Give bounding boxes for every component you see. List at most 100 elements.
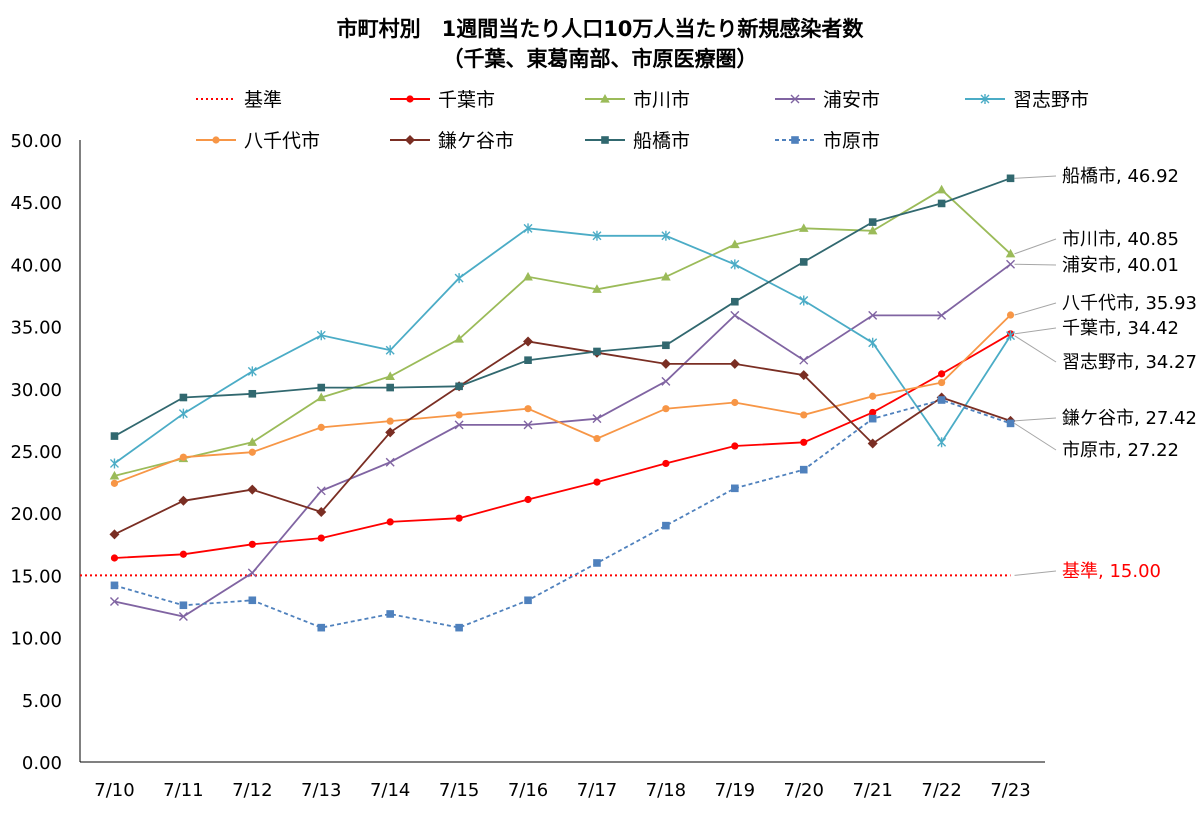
data-point-star: [454, 273, 464, 284]
data-point-square: [662, 341, 670, 350]
data-point-square: [937, 199, 946, 208]
data-point-diamond: [798, 370, 809, 381]
x-tick-label: 7/21: [852, 780, 892, 801]
x-tick-label: 7/23: [990, 780, 1030, 801]
data-point-x: [1006, 259, 1016, 269]
data-point-diamond: [247, 484, 258, 495]
data-point-x: [247, 568, 257, 578]
data-point-diamond: [867, 438, 878, 449]
end-label: 船橋市, 46.92: [1062, 166, 1179, 187]
data-point-diamond: [178, 495, 189, 506]
data-point-star: [316, 330, 326, 341]
x-tick-label: 7/14: [370, 780, 410, 801]
series-8: [110, 174, 1015, 440]
data-point-square: [593, 559, 601, 567]
data-point-x: [661, 376, 671, 386]
data-point-square: [317, 623, 326, 632]
x-tick-label: 7/10: [94, 780, 134, 801]
data-point-diamond: [660, 358, 671, 369]
data-point-x: [454, 420, 464, 430]
data-point-square: [110, 581, 119, 590]
data-point-circle: [110, 554, 119, 562]
y-tick-label: 30.00: [10, 380, 62, 401]
legend-label: 市川市: [633, 89, 690, 111]
data-point-circle: [593, 434, 601, 443]
data-point-star: [523, 223, 533, 234]
data-point-circle: [317, 534, 325, 542]
data-point-star: [799, 295, 809, 306]
legend-label: 浦安市: [823, 89, 880, 111]
data-point-square: [1006, 419, 1015, 428]
y-tick-label: 20.00: [10, 504, 62, 525]
data-point-triangle: [1005, 248, 1016, 258]
data-point-square: [455, 382, 463, 391]
data-point-x: [868, 310, 878, 320]
data-point-triangle: [936, 184, 947, 194]
leader-line: [1014, 570, 1057, 576]
data-point-triangle: [798, 223, 809, 232]
data-point-square: [317, 383, 326, 392]
data-point-circle: [731, 398, 739, 407]
data-point-square: [937, 396, 946, 404]
legend-item: 船橋市: [585, 130, 690, 152]
data-point-star: [385, 345, 395, 356]
data-point-diamond: [405, 135, 415, 145]
data-point-x: [178, 611, 188, 621]
data-point-x: [730, 310, 740, 320]
data-point-square: [731, 484, 739, 493]
leader-line: [1014, 302, 1057, 316]
end-label: 市川市, 40.85: [1062, 229, 1179, 250]
x-tick-label: 7/13: [301, 780, 341, 801]
x-tick-label: 7/22: [921, 780, 961, 801]
leader-line: [1014, 417, 1057, 422]
data-point-star: [247, 366, 257, 377]
data-point-circle: [800, 438, 808, 446]
data-point-circle: [386, 417, 394, 425]
series-line: [114, 340, 1011, 536]
data-point-star: [592, 230, 602, 241]
data-point-circle: [662, 459, 670, 468]
data-point-x: [109, 597, 119, 607]
end-label: 基準, 15.00: [1062, 561, 1161, 582]
end-label: 習志野市, 34.27: [1062, 352, 1197, 373]
data-point-square: [731, 297, 739, 306]
leader-line: [1014, 327, 1057, 335]
series-2: [110, 330, 1015, 562]
data-point-star: [109, 458, 119, 469]
data-point-triangle: [730, 239, 740, 249]
data-point-circle: [731, 442, 739, 450]
end-label: 市原市, 27.22: [1062, 440, 1179, 461]
data-point-square: [110, 432, 119, 440]
series-layer: [80, 174, 1016, 632]
x-tick-label: 7/15: [439, 780, 479, 801]
legend-item: 市原市: [775, 130, 880, 152]
data-point-x: [592, 414, 602, 424]
data-point-x: [790, 94, 800, 104]
data-point-star: [868, 337, 878, 348]
legend-label: 八千代市: [244, 130, 320, 152]
series-6: [110, 311, 1015, 487]
data-point-circle: [406, 95, 414, 103]
end-label: 八千代市, 35.93: [1062, 293, 1197, 314]
data-point-circle: [248, 540, 256, 548]
x-tick-label: 7/18: [646, 780, 686, 801]
y-tick-label: 5.00: [22, 691, 62, 712]
legend-label: 習志野市: [1013, 89, 1089, 111]
data-point-star: [661, 230, 671, 241]
data-point-circle: [212, 136, 220, 144]
data-point-star: [937, 437, 947, 448]
y-tick-label: 0.00: [22, 753, 62, 774]
series-5: [109, 223, 1016, 469]
end-label: 鎌ケ谷市, 27.42: [1062, 408, 1197, 429]
data-point-circle: [455, 411, 463, 419]
data-point-triangle: [247, 437, 258, 446]
data-point-star: [178, 408, 188, 419]
y-tick-label: 45.00: [10, 193, 62, 214]
leader-line: [1014, 238, 1057, 255]
series-line: [114, 399, 1011, 629]
data-point-circle: [248, 448, 256, 456]
legend-item: 千葉市: [390, 89, 495, 111]
